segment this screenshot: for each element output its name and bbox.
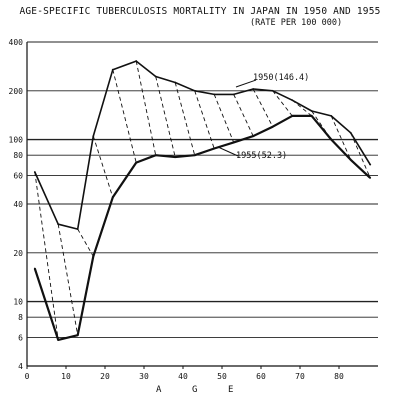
annotation-1955: 1955(52.3) [236,151,287,161]
cohort-connector-3 [92,135,114,198]
x-tick-label-20: 20 [100,372,110,381]
point-1950-28 [135,60,138,62]
point-1950-38 [174,81,177,84]
annotation-1950: 1950(146.4) [253,73,309,83]
cohort-connector-2 [77,228,94,257]
annotation-1955-leader [217,146,239,157]
cohort-connector-12 [272,90,293,117]
point-1950-63 [271,89,274,92]
cohort-connector-6 [155,76,176,158]
point-1950-53 [232,93,235,96]
point-1950-78 [330,114,333,117]
x-tick-label-50: 50 [217,372,227,381]
point-1955-8 [57,338,60,341]
x-tick-label-60: 60 [256,372,266,381]
point-1955-78 [330,138,333,141]
point-1955-28 [135,161,138,164]
point-1950-2 [33,171,36,173]
x-tick-label-10: 10 [61,372,71,381]
cohort-connector-0 [34,171,59,340]
cohort-connector-15 [330,115,352,160]
x-label-letter-a: A [156,385,162,395]
annotation-1950-leader [235,79,257,88]
y-tick-label-80: 80 [13,151,23,160]
point-1955-13 [76,334,79,337]
point-1950-8 [57,223,60,226]
cohort-connector-16 [350,132,371,179]
point-1955-83 [349,158,352,161]
y-tick-label-6: 6 [18,333,23,342]
cohort-connector-8 [194,90,215,149]
cohort-connector-9 [213,94,235,143]
point-1950-68 [291,99,294,102]
point-1955-48 [213,147,216,150]
grid-layer [26,41,378,367]
cohort-connector-10 [233,94,254,137]
cohort-connector-11 [252,88,274,127]
point-1955-68 [291,114,294,117]
point-1955-22 [111,196,114,199]
point-1950-48 [213,93,216,96]
series-line-1950 [34,60,371,230]
x-tick-label-70: 70 [295,372,305,381]
cohort-connector-4 [112,69,137,163]
hatch-layer [34,60,371,340]
point-1950-58 [252,88,255,90]
cohort-connector-1 [57,224,79,336]
point-1955-33 [154,154,157,157]
x-tick-label-0: 0 [25,372,30,381]
point-1950-22 [111,68,114,71]
chart-subtitle: (RATE PER 100 000) [250,18,343,28]
tick-layer: 4 6 8 10 20 40 60 80 100 200 400 0 10 20 30 40 50 60 70 80 [9,38,344,381]
cohort-connector-7 [174,82,196,156]
point-1955-73 [310,114,313,117]
point-1950-43 [193,89,196,92]
y-tick-label-20: 20 [13,249,23,258]
y-tick-label-40: 40 [13,200,23,209]
point-1950-13 [76,228,79,230]
x-axis-label: A G E [156,385,233,395]
point-1950-33 [154,75,157,78]
annotation-layer: 1950(146.4) 1955(52.3) [217,73,309,161]
y-tick-label-8: 8 [18,313,23,322]
x-tick-label-40: 40 [178,372,188,381]
y-tick-label-4: 4 [18,362,23,371]
series-layer [33,60,372,341]
point-1955-58 [252,135,255,138]
y-tick-label-60: 60 [13,171,23,180]
point-1955-88 [369,176,372,179]
point-1950-17 [92,135,95,138]
y-tick-label-10: 10 [13,298,23,307]
point-1950-83 [349,131,352,134]
chart-title: AGE-SPECIFIC TUBERCULOSIS MORTALITY IN J… [19,6,381,17]
point-1955-2 [33,267,36,270]
y-tick-label-400: 400 [9,38,24,47]
series-line-1955 [33,114,371,341]
point-1955-53 [232,141,235,144]
point-1950-73 [310,110,313,112]
point-1955-17 [92,255,95,258]
x-tick-label-80: 80 [334,372,344,381]
y-tick-label-100: 100 [9,136,24,145]
cohort-connector-5 [135,60,157,156]
x-label-letter-e: E [228,385,233,395]
point-1955-43 [193,154,196,157]
x-label-letter-g: G [192,385,197,395]
point-1955-63 [271,125,274,128]
x-tick-label-30: 30 [139,372,149,381]
point-1950-88 [369,163,372,166]
point-1955-38 [174,156,177,158]
y-tick-label-200: 200 [9,87,24,96]
